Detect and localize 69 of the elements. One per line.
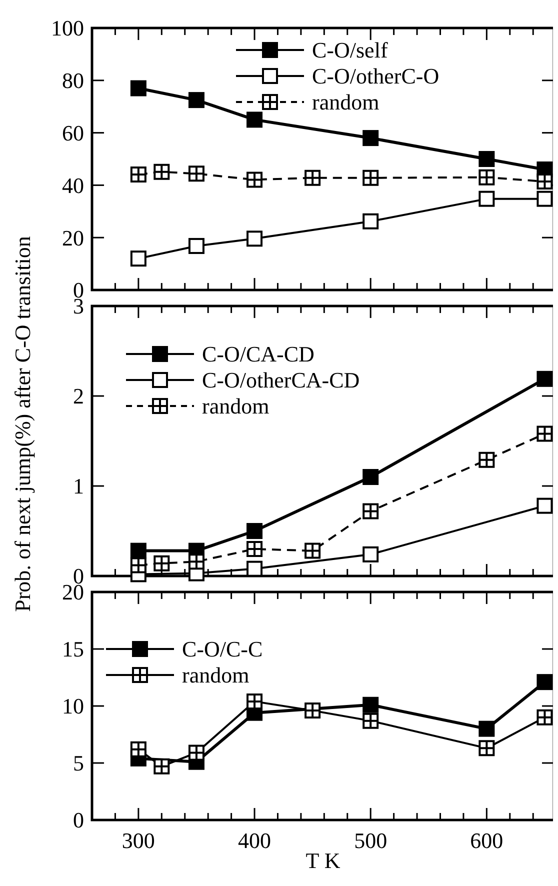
point xyxy=(478,151,495,167)
legend-label: random xyxy=(312,90,380,115)
y-tick-label: 80 xyxy=(62,68,84,94)
point xyxy=(246,693,263,710)
point xyxy=(188,166,204,182)
point xyxy=(536,709,553,726)
x-tick-label: 500 xyxy=(354,828,388,853)
y-tick-label: 2 xyxy=(73,384,84,409)
point xyxy=(130,557,146,574)
y-tick-label: 0 xyxy=(73,808,84,833)
point xyxy=(478,190,495,207)
y-tick-label: 20 xyxy=(62,225,84,250)
point xyxy=(304,170,321,186)
x-tick-label: 300 xyxy=(122,828,155,853)
legend-label: random xyxy=(202,394,270,419)
legend-label: C-O/otherCA-CD xyxy=(202,368,360,393)
point xyxy=(154,555,170,572)
point xyxy=(188,554,204,570)
y-tick-label: 100 xyxy=(51,16,84,41)
y-tick-label: 15 xyxy=(62,636,84,662)
point xyxy=(536,674,553,690)
point xyxy=(478,169,495,186)
point xyxy=(536,426,553,442)
point xyxy=(362,503,379,520)
point xyxy=(130,741,146,758)
point xyxy=(362,546,379,562)
legend-label: C-O/self xyxy=(312,38,388,63)
legend-label: C-O/C-C xyxy=(182,636,263,662)
point xyxy=(154,758,170,774)
point xyxy=(246,560,263,577)
point xyxy=(246,541,263,557)
point xyxy=(362,170,379,186)
point xyxy=(536,190,553,207)
point xyxy=(188,744,204,761)
point xyxy=(304,702,321,719)
point xyxy=(478,452,495,468)
point xyxy=(188,92,204,108)
point xyxy=(362,213,379,230)
point xyxy=(130,80,146,96)
point xyxy=(536,370,553,387)
point xyxy=(478,720,495,737)
point xyxy=(246,172,263,188)
x-tick-label: 400 xyxy=(238,828,272,853)
y-tick-label: 1 xyxy=(73,474,84,499)
point xyxy=(246,112,263,128)
point xyxy=(154,164,170,180)
y-tick-label: 5 xyxy=(73,750,84,776)
y-tick-label: 10 xyxy=(62,694,84,719)
x-tick-label: 600 xyxy=(470,828,504,853)
point xyxy=(130,250,146,267)
point xyxy=(246,523,263,539)
point xyxy=(536,498,553,514)
y-tick-label: 40 xyxy=(62,172,84,198)
point xyxy=(536,174,553,190)
x-axis-title: T K xyxy=(306,848,340,873)
point xyxy=(130,166,146,182)
point xyxy=(478,740,495,756)
point xyxy=(246,230,263,247)
point xyxy=(362,130,379,146)
point xyxy=(362,712,379,729)
y-axis-title: Prob. of next jump(%) after C-O transition xyxy=(10,236,35,612)
point xyxy=(304,542,321,559)
legend-label: C-O/otherC-O xyxy=(312,64,440,89)
legend-label: random xyxy=(182,662,250,688)
point xyxy=(188,238,204,254)
legend-label: C-O/CA-CD xyxy=(202,342,314,367)
point xyxy=(362,469,379,485)
y-tick-label: 60 xyxy=(62,120,84,146)
point xyxy=(362,696,379,713)
